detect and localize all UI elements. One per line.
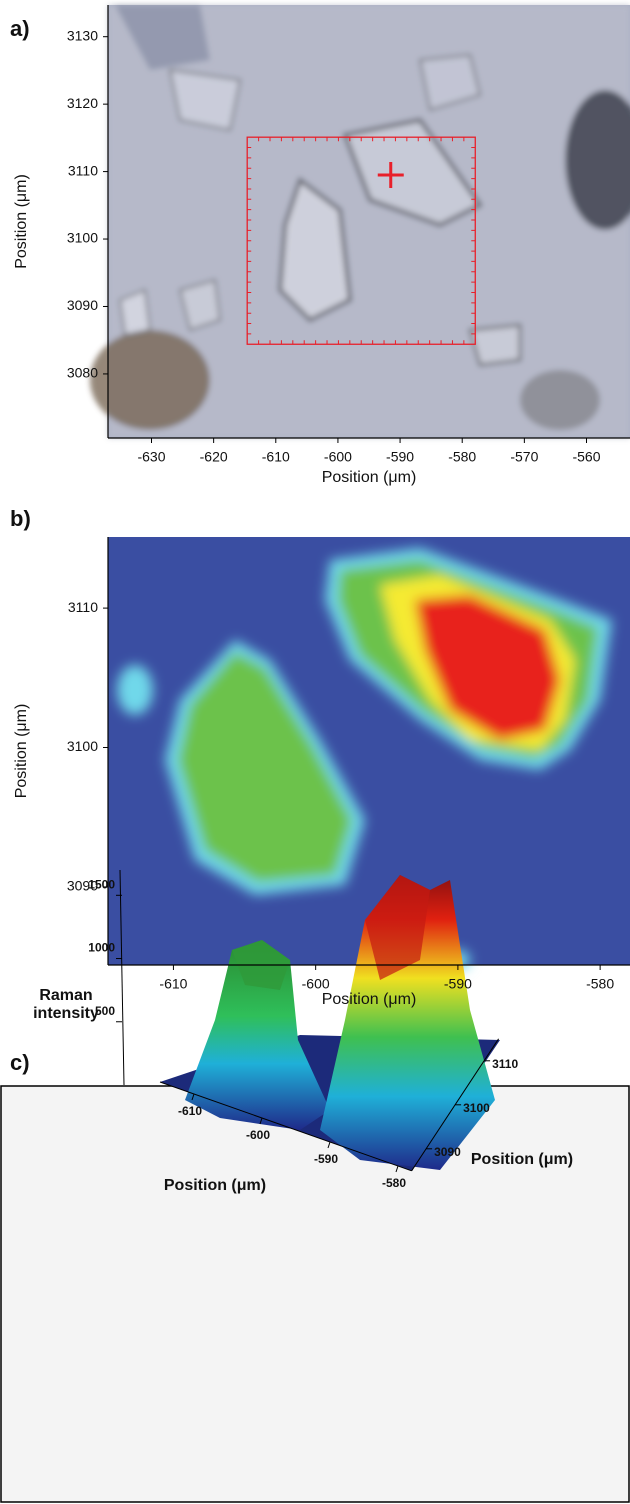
x-tick-label: -610 xyxy=(178,1104,202,1118)
selection-tick xyxy=(247,137,476,345)
y-tick-label: 3110 xyxy=(68,599,98,615)
surface-frame xyxy=(0,1085,630,1503)
z-axis-line xyxy=(119,869,125,1086)
selection-tick xyxy=(247,137,476,345)
y-tick-label: 3110 xyxy=(68,162,98,178)
selection-tick xyxy=(247,137,476,345)
x-tick-label: -600 xyxy=(324,449,352,465)
x-tick xyxy=(327,1141,331,1149)
crosshair xyxy=(377,161,404,188)
y-tick-label: 3100 xyxy=(463,1101,490,1115)
x-tick-label: -600 xyxy=(246,1128,270,1142)
x-tick xyxy=(191,1093,195,1101)
z-tick-label: 1500 xyxy=(88,877,115,891)
x-tick-label: -580 xyxy=(448,449,476,465)
z-tick-label: 500 xyxy=(95,1004,115,1018)
z-axis-label: Raman intensity xyxy=(33,987,99,1022)
selection-tick xyxy=(247,137,476,345)
y-tick-label: 3090 xyxy=(67,297,98,313)
panel-label: b) xyxy=(10,506,31,531)
x-tick-label: -600 xyxy=(302,976,330,992)
panel-label: c) xyxy=(10,1050,30,1075)
x-tick-label: -610 xyxy=(262,449,290,465)
x-tick-label: -620 xyxy=(200,449,228,465)
y-tick-label: 3080 xyxy=(67,365,98,381)
z-tick-label: 1000 xyxy=(88,941,115,955)
surface-image xyxy=(160,875,500,1171)
x-tick-label: -610 xyxy=(159,976,187,992)
selection-tick xyxy=(247,137,476,345)
heatmap-image xyxy=(108,537,630,970)
selection-tick xyxy=(247,137,476,345)
selection-tick xyxy=(247,137,476,345)
x-axis-line xyxy=(159,1081,412,1172)
x-tick-label: -590 xyxy=(386,449,414,465)
y-tick-label: 3130 xyxy=(67,27,98,43)
y-tick-label: 3090 xyxy=(67,878,98,894)
y-tick-label: 3100 xyxy=(67,738,98,754)
panel-label: a) xyxy=(10,16,30,41)
x-tick-label: -570 xyxy=(510,449,538,465)
x-tick xyxy=(259,1117,263,1125)
selection-tick xyxy=(247,137,476,345)
y-axis-label: Position (μm) xyxy=(13,704,30,799)
y-tick-label: 3090 xyxy=(434,1145,461,1159)
selection-tick xyxy=(247,137,476,345)
selection-tick xyxy=(247,137,476,345)
x-tick-label: -580 xyxy=(586,976,614,992)
x-axis-label: Position (μm) xyxy=(322,469,417,486)
selection-tick xyxy=(247,137,476,345)
selection-tick xyxy=(247,137,476,345)
selection-tick xyxy=(247,137,476,345)
micrograph xyxy=(90,5,630,438)
y-tick-label: 3120 xyxy=(67,95,98,111)
x-tick-label: -560 xyxy=(572,449,600,465)
selection-tick xyxy=(247,137,476,345)
selection-tick xyxy=(247,137,476,345)
y-tick-label: 3110 xyxy=(492,1057,518,1071)
x-axis-label: Position (μm) xyxy=(322,991,417,1008)
selection-tick xyxy=(247,137,476,345)
selection-tick xyxy=(247,137,476,345)
x-tick xyxy=(395,1165,399,1173)
y-axis-label: Position (μm) xyxy=(471,1151,573,1168)
y-tick-label: 3100 xyxy=(67,230,98,246)
x-tick-label: -590 xyxy=(314,1152,338,1166)
selection-tick xyxy=(247,137,476,345)
x-tick-label: -630 xyxy=(137,449,165,465)
selection-tick xyxy=(247,137,476,345)
x-tick-label: -580 xyxy=(382,1176,406,1190)
x-axis-label: Position (μm) xyxy=(164,1177,266,1194)
y-axis-label: Position (μm) xyxy=(13,174,30,269)
x-tick-label: -590 xyxy=(444,976,472,992)
